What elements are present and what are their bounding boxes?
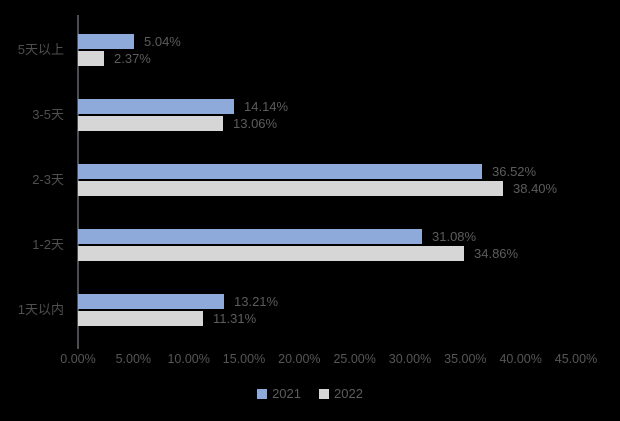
category-label: 3-5天 bbox=[32, 107, 64, 122]
bar-value-label: 13.06% bbox=[233, 116, 278, 131]
category-label: 2-3天 bbox=[32, 172, 64, 187]
bar-value-label: 34.86% bbox=[474, 246, 519, 261]
x-tick-label: 10.00% bbox=[167, 352, 210, 366]
x-tick-label: 30.00% bbox=[388, 352, 432, 366]
legend-swatch-icon bbox=[319, 388, 329, 399]
bar-2022 bbox=[78, 51, 104, 66]
x-tick-label: 15.00% bbox=[222, 352, 266, 366]
x-tick-label: 0.00% bbox=[60, 352, 96, 366]
category-label: 1天以内 bbox=[17, 302, 64, 317]
x-tick-label: 25.00% bbox=[333, 352, 376, 366]
bar-2021 bbox=[78, 164, 482, 179]
legend-item-2021: 2021 bbox=[257, 386, 301, 401]
bar-2021 bbox=[78, 99, 234, 114]
bar-2022 bbox=[78, 116, 223, 131]
bar-2021 bbox=[78, 229, 422, 244]
bar-value-label: 36.52% bbox=[492, 164, 537, 179]
legend-swatch-icon bbox=[257, 388, 268, 399]
bar-value-label: 13.21% bbox=[234, 294, 279, 309]
bar-2021 bbox=[78, 294, 224, 309]
x-tick-label: 45.00% bbox=[554, 352, 598, 366]
category-label: 5天以上 bbox=[17, 42, 64, 57]
bar-value-label: 31.08% bbox=[432, 229, 477, 244]
bar-2022 bbox=[78, 181, 503, 196]
bar-value-label: 14.14% bbox=[244, 99, 289, 114]
bar-value-label: 2.37% bbox=[114, 51, 151, 66]
x-tick-label: 5.00% bbox=[115, 352, 152, 366]
category-label: 1-2天 bbox=[32, 237, 64, 252]
bar-2021 bbox=[78, 34, 134, 49]
bar-value-label: 38.40% bbox=[513, 181, 558, 196]
bar-value-label: 5.04% bbox=[144, 34, 181, 49]
chart-legend: 2021 2022 bbox=[0, 386, 620, 401]
legend-label: 2021 bbox=[272, 386, 301, 401]
bar-value-label: 11.31% bbox=[213, 311, 257, 326]
legend-item-2022: 2022 bbox=[319, 386, 363, 401]
bar-2022 bbox=[78, 246, 464, 261]
x-tick-label: 20.00% bbox=[278, 352, 321, 366]
x-tick-label: 40.00% bbox=[499, 352, 542, 366]
legend-label: 2022 bbox=[334, 386, 363, 401]
bar-2022 bbox=[78, 311, 203, 326]
x-tick-label: 35.00% bbox=[444, 352, 487, 366]
